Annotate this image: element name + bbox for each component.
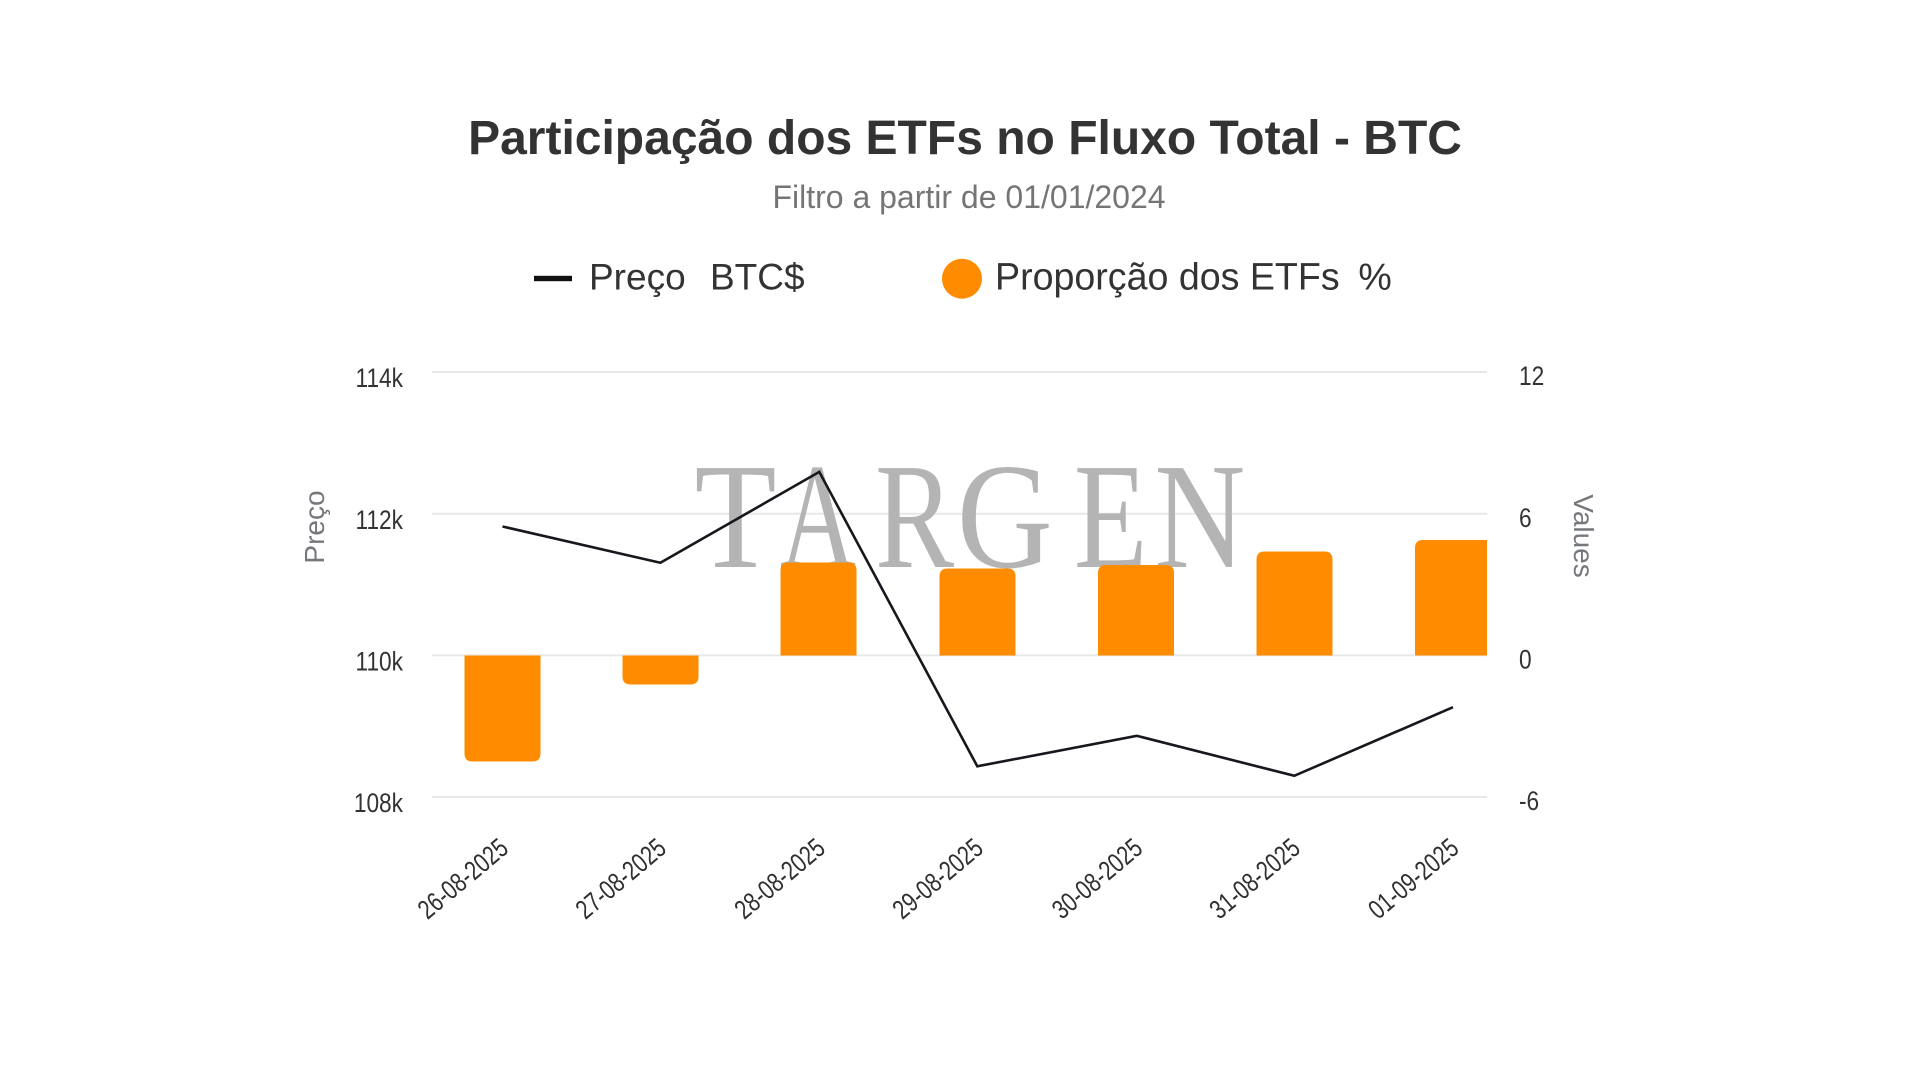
svg-text:T: T bbox=[695, 432, 777, 600]
svg-text:Values: Values bbox=[1568, 494, 1599, 578]
svg-text:108k: 108k bbox=[354, 788, 404, 818]
svg-text:Participação dos ETFs no Fluxo: Participação dos ETFs no Fluxo Total - B… bbox=[468, 112, 1462, 165]
svg-text:Preço: Preço bbox=[299, 490, 330, 563]
svg-text:-6: -6 bbox=[1519, 786, 1539, 816]
svg-text:BTC$: BTC$ bbox=[710, 257, 805, 298]
svg-text:Preço: Preço bbox=[589, 257, 686, 298]
svg-text:110k: 110k bbox=[356, 647, 404, 677]
svg-text:Proporção dos ETFs %: Proporção dos ETFs % bbox=[995, 256, 1392, 298]
svg-text:114k: 114k bbox=[356, 363, 404, 393]
svg-text:6: 6 bbox=[1519, 503, 1532, 533]
svg-text:0: 0 bbox=[1519, 645, 1532, 675]
svg-text:Filtro a partir de 01/01/2024: Filtro a partir de 01/01/2024 bbox=[772, 179, 1165, 215]
svg-text:12: 12 bbox=[1519, 361, 1544, 391]
svg-text:112k: 112k bbox=[356, 505, 404, 535]
